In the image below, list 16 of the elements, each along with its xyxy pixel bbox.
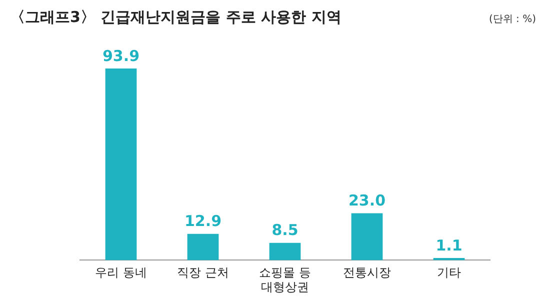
bar	[269, 242, 301, 260]
data-label: 8.5	[272, 221, 298, 240]
x-tick-label: 기타	[437, 266, 461, 280]
x-tick-label: 전통시장	[343, 266, 391, 280]
data-label: 23.0	[348, 192, 386, 210]
data-label: 93.9	[102, 46, 140, 65]
bar	[351, 213, 383, 260]
x-tick-label: 쇼핑몰 등 대형상권	[259, 266, 311, 294]
bar	[187, 234, 219, 260]
x-tick-label: 우리 동네	[95, 266, 147, 280]
data-label: 1.1	[436, 236, 462, 254]
text: (단위 : %)	[488, 13, 536, 26]
x-tick-label: 직장 근처	[177, 266, 229, 280]
chart-title: 〈그래프3〉 긴급재난지원금을 주로 사용한 지역	[10, 8, 342, 27]
data-label: 12.9	[184, 212, 222, 230]
bar	[105, 68, 137, 260]
